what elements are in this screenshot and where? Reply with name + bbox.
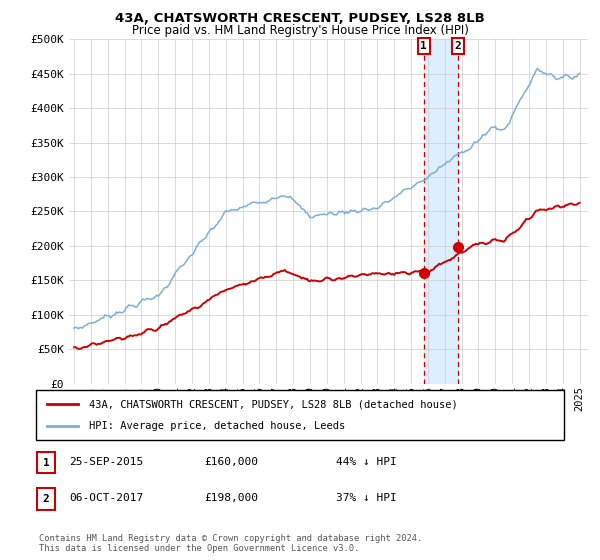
Text: 43A, CHATSWORTH CRESCENT, PUDSEY, LS28 8LB: 43A, CHATSWORTH CRESCENT, PUDSEY, LS28 8… bbox=[115, 12, 485, 25]
Text: 25-SEP-2015: 25-SEP-2015 bbox=[69, 457, 143, 467]
Text: 2: 2 bbox=[455, 41, 461, 51]
FancyBboxPatch shape bbox=[37, 488, 55, 510]
FancyBboxPatch shape bbox=[37, 452, 55, 473]
Text: HPI: Average price, detached house, Leeds: HPI: Average price, detached house, Leed… bbox=[89, 421, 345, 431]
Text: 1: 1 bbox=[421, 41, 427, 51]
Text: 1: 1 bbox=[43, 458, 49, 468]
Text: Contains HM Land Registry data © Crown copyright and database right 2024.
This d: Contains HM Land Registry data © Crown c… bbox=[39, 534, 422, 553]
Text: Price paid vs. HM Land Registry's House Price Index (HPI): Price paid vs. HM Land Registry's House … bbox=[131, 24, 469, 36]
Text: £160,000: £160,000 bbox=[204, 457, 258, 467]
Text: £198,000: £198,000 bbox=[204, 493, 258, 503]
FancyBboxPatch shape bbox=[36, 390, 564, 440]
Text: 44% ↓ HPI: 44% ↓ HPI bbox=[336, 457, 397, 467]
Bar bbox=[424, 39, 458, 384]
Text: 43A, CHATSWORTH CRESCENT, PUDSEY, LS28 8LB (detached house): 43A, CHATSWORTH CRESCENT, PUDSEY, LS28 8… bbox=[89, 399, 458, 409]
Text: 2: 2 bbox=[43, 494, 49, 504]
Text: 06-OCT-2017: 06-OCT-2017 bbox=[69, 493, 143, 503]
Text: 37% ↓ HPI: 37% ↓ HPI bbox=[336, 493, 397, 503]
